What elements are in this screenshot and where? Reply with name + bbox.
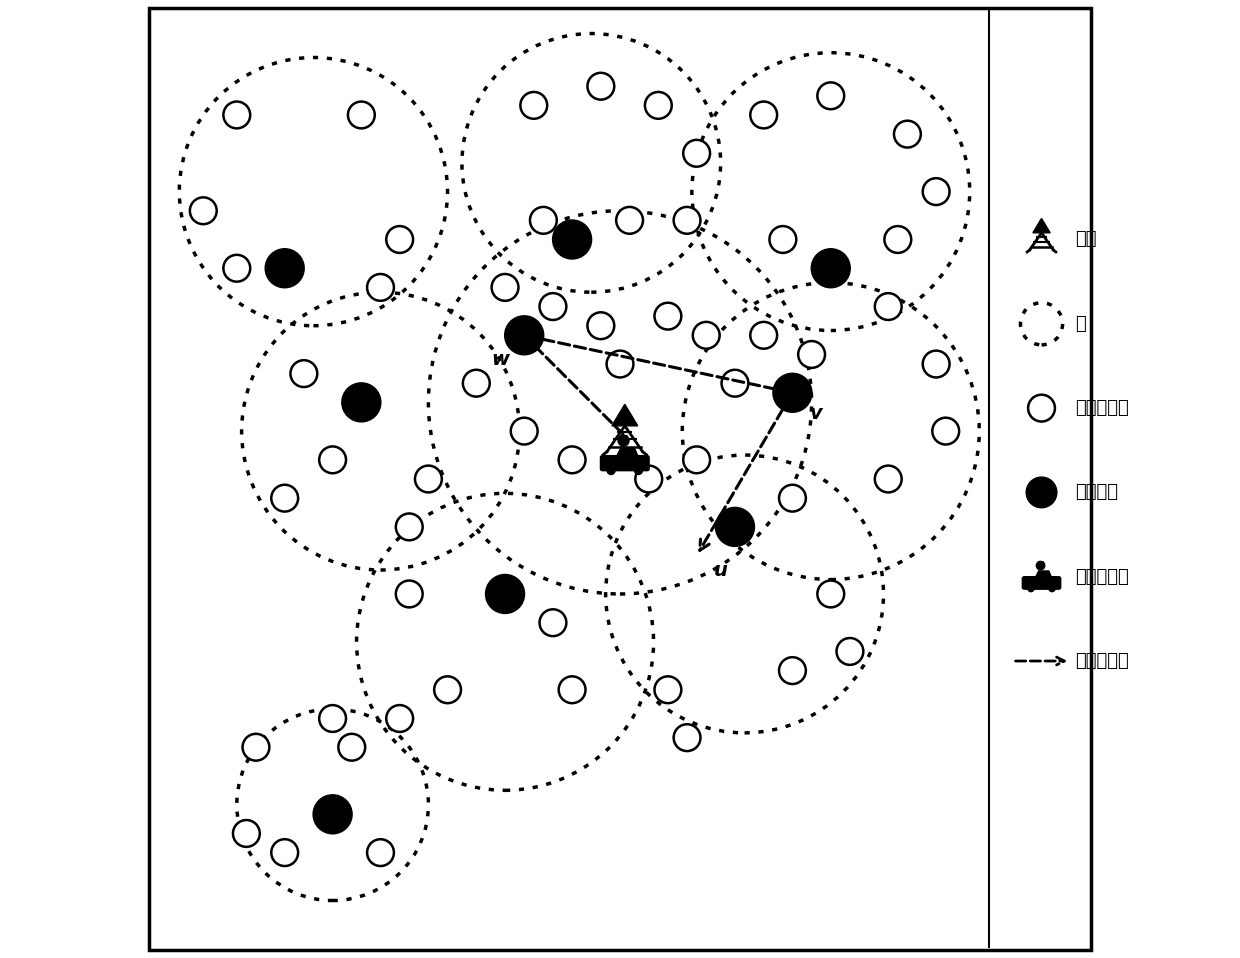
Circle shape [486,575,525,613]
Circle shape [505,316,543,354]
Circle shape [386,226,413,253]
Circle shape [190,197,217,224]
Polygon shape [1033,218,1050,233]
Circle shape [223,102,250,128]
Text: 传感器节点: 传感器节点 [1075,399,1128,417]
Circle shape [553,220,591,259]
Circle shape [521,92,547,119]
Circle shape [817,82,844,109]
Circle shape [875,466,901,492]
Circle shape [693,322,719,349]
Circle shape [884,226,911,253]
Circle shape [635,467,642,474]
Circle shape [618,435,629,446]
Circle shape [1027,477,1056,508]
Circle shape [367,274,394,301]
Circle shape [529,207,557,234]
Polygon shape [1038,561,1044,566]
Polygon shape [1035,571,1052,579]
Circle shape [673,724,701,751]
Circle shape [233,820,260,847]
Text: v: v [810,404,823,423]
Circle shape [319,446,346,473]
Circle shape [314,795,352,833]
Circle shape [770,226,796,253]
FancyBboxPatch shape [600,456,649,470]
Circle shape [606,351,634,377]
Circle shape [386,705,413,732]
Circle shape [339,734,365,761]
Text: 移动充电器: 移动充电器 [1075,568,1128,585]
Circle shape [272,485,298,512]
Circle shape [655,303,681,330]
Polygon shape [611,404,637,425]
Circle shape [223,255,250,282]
Text: 充电器路径: 充电器路径 [1075,652,1128,670]
Circle shape [319,705,346,732]
Circle shape [635,466,662,492]
Circle shape [290,360,317,387]
Text: 簇: 簇 [1075,315,1086,332]
Circle shape [539,293,567,320]
Circle shape [875,293,901,320]
Circle shape [750,322,777,349]
Circle shape [588,312,614,339]
Circle shape [779,485,806,512]
Circle shape [812,249,849,287]
Circle shape [779,657,806,684]
Circle shape [342,383,381,422]
Circle shape [434,676,461,703]
Polygon shape [619,436,629,442]
Circle shape [774,374,812,412]
Circle shape [722,370,749,397]
Circle shape [1049,585,1055,592]
Circle shape [491,274,518,301]
Circle shape [645,92,672,119]
Text: u: u [714,560,728,580]
Circle shape [1028,395,1055,422]
Circle shape [683,140,711,167]
Circle shape [923,178,950,205]
Circle shape [817,581,844,607]
Circle shape [367,839,394,866]
Text: w: w [491,350,510,369]
Text: 簇头节点: 簇头节点 [1075,484,1118,501]
Circle shape [715,508,754,546]
Circle shape [608,467,615,474]
Polygon shape [616,447,639,458]
Circle shape [837,638,863,665]
Circle shape [894,121,921,148]
Circle shape [1037,561,1045,570]
Circle shape [683,446,711,473]
Circle shape [539,609,567,636]
Circle shape [1028,585,1034,592]
Circle shape [272,839,298,866]
Circle shape [616,207,644,234]
Circle shape [750,102,777,128]
Circle shape [511,418,538,445]
Text: 基站: 基站 [1075,231,1096,248]
Circle shape [559,446,585,473]
Circle shape [463,370,490,397]
Circle shape [396,513,423,540]
Circle shape [923,351,950,377]
Circle shape [265,249,304,287]
Circle shape [415,466,441,492]
Circle shape [348,102,374,128]
FancyBboxPatch shape [1022,577,1060,589]
Circle shape [799,341,825,368]
Circle shape [932,418,959,445]
Circle shape [396,581,423,607]
Circle shape [559,676,585,703]
Circle shape [673,207,701,234]
Circle shape [588,73,614,100]
Circle shape [243,734,269,761]
Circle shape [655,676,681,703]
